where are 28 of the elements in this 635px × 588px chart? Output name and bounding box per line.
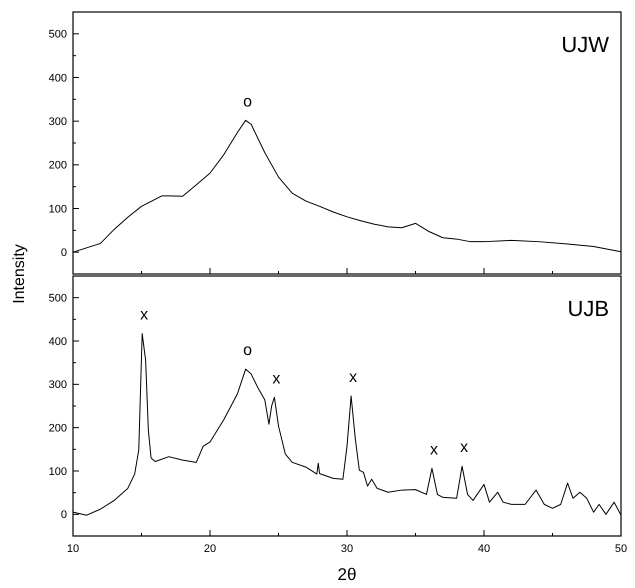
y-tick-label: 500 [48, 292, 67, 305]
x-tick-label: 50 [614, 543, 628, 555]
y-tick-label: 300 [48, 379, 67, 392]
text: UJW [561, 32, 610, 57]
x-tick-label: 40 [478, 543, 490, 555]
y-tick-label: 500 [48, 28, 67, 41]
annotation: x [430, 441, 438, 458]
annotation: x [349, 369, 358, 386]
y-tick-label: 400 [48, 72, 67, 84]
y-tick-label: 100 [48, 203, 67, 216]
y-tick-label: 200 [48, 160, 67, 172]
x-tick-label: 20 [204, 543, 216, 555]
y-axis-title: Intensity [11, 244, 28, 304]
annotation: x [140, 306, 148, 324]
annotation: o [243, 93, 252, 110]
y-tick-label: 0 [60, 509, 67, 522]
y-tick-label: 200 [48, 422, 67, 435]
y-tick-label: 300 [48, 116, 67, 128]
annotation: x [272, 370, 280, 388]
y-tick-label: 400 [48, 336, 67, 348]
x-tick-label: 10 [66, 543, 80, 555]
y-tick-label: 100 [48, 466, 67, 478]
y-tick-label: 0 [60, 247, 67, 260]
x-tick-label: 30 [340, 543, 354, 555]
text: UJB [567, 296, 609, 321]
annotation: o [243, 342, 252, 360]
annotation: x [460, 439, 468, 456]
x-axis-title: 2θ [338, 565, 356, 584]
